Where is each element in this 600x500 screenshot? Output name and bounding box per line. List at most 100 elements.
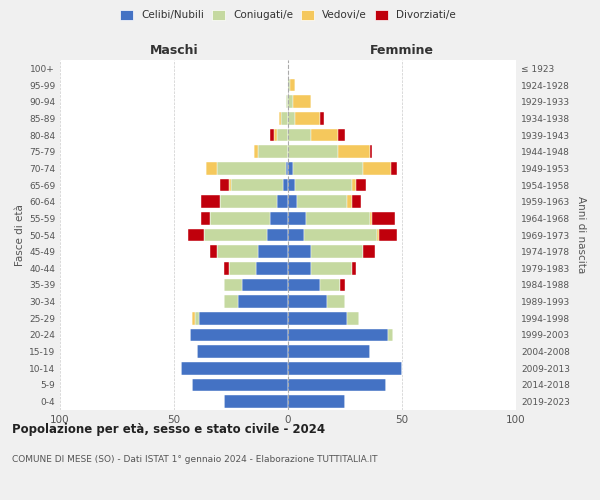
Bar — [338, 146, 370, 158]
Bar — [279, 112, 281, 124]
Bar — [206, 162, 217, 174]
Bar — [231, 179, 283, 192]
Bar — [256, 262, 288, 274]
Bar — [288, 79, 290, 92]
Bar — [288, 179, 295, 192]
Bar — [274, 129, 277, 141]
Bar — [211, 212, 270, 224]
Bar — [277, 129, 288, 141]
Bar — [217, 246, 259, 258]
Bar — [288, 229, 304, 241]
Bar — [229, 262, 256, 274]
Bar — [288, 246, 311, 258]
Text: Maschi: Maschi — [149, 44, 199, 57]
Bar — [270, 212, 288, 224]
Bar — [306, 212, 370, 224]
Bar — [242, 279, 288, 291]
Bar — [238, 296, 288, 308]
Bar — [288, 279, 320, 291]
Text: Popolazione per età, sesso e stato civile - 2024: Popolazione per età, sesso e stato civil… — [12, 422, 325, 436]
Bar — [202, 212, 211, 224]
Bar — [288, 162, 293, 174]
Bar — [288, 112, 295, 124]
Bar — [295, 112, 320, 124]
Bar — [295, 179, 352, 192]
Bar — [352, 196, 361, 208]
Bar — [373, 212, 395, 224]
Bar — [220, 179, 229, 192]
Bar — [286, 162, 288, 174]
Bar — [320, 112, 325, 124]
Bar — [288, 329, 388, 341]
Bar — [259, 246, 288, 258]
Bar — [270, 129, 274, 141]
Bar — [192, 379, 288, 391]
Bar — [277, 196, 288, 208]
Bar — [347, 196, 352, 208]
Bar — [288, 296, 327, 308]
Bar — [311, 129, 338, 141]
Bar — [311, 246, 363, 258]
Bar — [288, 196, 297, 208]
Bar — [288, 96, 293, 108]
Bar — [181, 362, 288, 374]
Bar — [288, 262, 311, 274]
Bar — [288, 379, 386, 391]
Bar — [224, 296, 238, 308]
Bar — [352, 179, 356, 192]
Bar — [320, 279, 340, 291]
Bar — [352, 262, 356, 274]
Bar — [377, 229, 379, 241]
Bar — [311, 262, 352, 274]
Y-axis label: Fasce di età: Fasce di età — [15, 204, 25, 266]
Bar — [388, 329, 393, 341]
Bar — [224, 279, 242, 291]
Bar — [229, 179, 231, 192]
Bar — [347, 312, 359, 324]
Bar — [224, 262, 229, 274]
Bar — [379, 229, 397, 241]
Bar — [194, 312, 199, 324]
Bar — [268, 229, 288, 241]
Bar — [363, 246, 374, 258]
Bar — [356, 179, 365, 192]
Bar — [288, 312, 347, 324]
Bar — [254, 146, 259, 158]
Y-axis label: Anni di nascita: Anni di nascita — [575, 196, 586, 274]
Bar — [288, 346, 370, 358]
Bar — [288, 362, 402, 374]
Bar — [370, 212, 373, 224]
Bar — [281, 112, 288, 124]
Bar — [391, 162, 397, 174]
Bar — [370, 146, 373, 158]
Bar — [224, 396, 288, 408]
Bar — [211, 246, 217, 258]
Bar — [293, 162, 363, 174]
Bar — [217, 162, 286, 174]
Bar — [297, 196, 347, 208]
Bar — [220, 196, 277, 208]
Bar — [288, 212, 306, 224]
Bar — [327, 296, 345, 308]
Bar — [363, 162, 391, 174]
Bar — [188, 229, 203, 241]
Bar — [197, 346, 288, 358]
Bar — [283, 179, 288, 192]
Bar — [288, 146, 338, 158]
Bar — [338, 129, 345, 141]
Bar — [192, 312, 194, 324]
Legend: Celibi/Nubili, Coniugati/e, Vedovi/e, Divorziati/e: Celibi/Nubili, Coniugati/e, Vedovi/e, Di… — [120, 10, 456, 20]
Bar — [304, 229, 377, 241]
Bar — [202, 196, 220, 208]
Text: COMUNE DI MESE (SO) - Dati ISTAT 1° gennaio 2024 - Elaborazione TUTTITALIA.IT: COMUNE DI MESE (SO) - Dati ISTAT 1° genn… — [12, 455, 377, 464]
Bar — [199, 312, 288, 324]
Bar — [293, 96, 311, 108]
Bar — [290, 79, 295, 92]
Bar — [190, 329, 288, 341]
Text: Femmine: Femmine — [370, 44, 434, 57]
Bar — [288, 129, 311, 141]
Bar — [286, 96, 288, 108]
Bar — [340, 279, 345, 291]
Bar — [288, 396, 345, 408]
Bar — [203, 229, 268, 241]
